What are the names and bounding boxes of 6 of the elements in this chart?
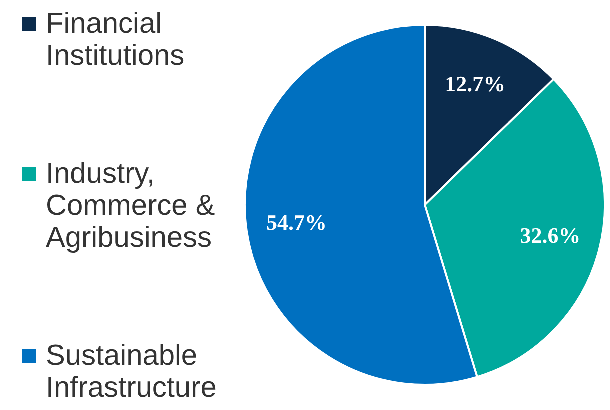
legend-label: Industry, Commerce & Agribusiness (46, 158, 216, 254)
data-label: 54.7% (266, 210, 328, 235)
data-label: 12.7% (445, 71, 506, 96)
data-label: 32.6% (520, 222, 581, 248)
legend-label: Sustainable Infrastructure (46, 340, 218, 404)
legend-label: Financial Institutions (46, 8, 186, 72)
